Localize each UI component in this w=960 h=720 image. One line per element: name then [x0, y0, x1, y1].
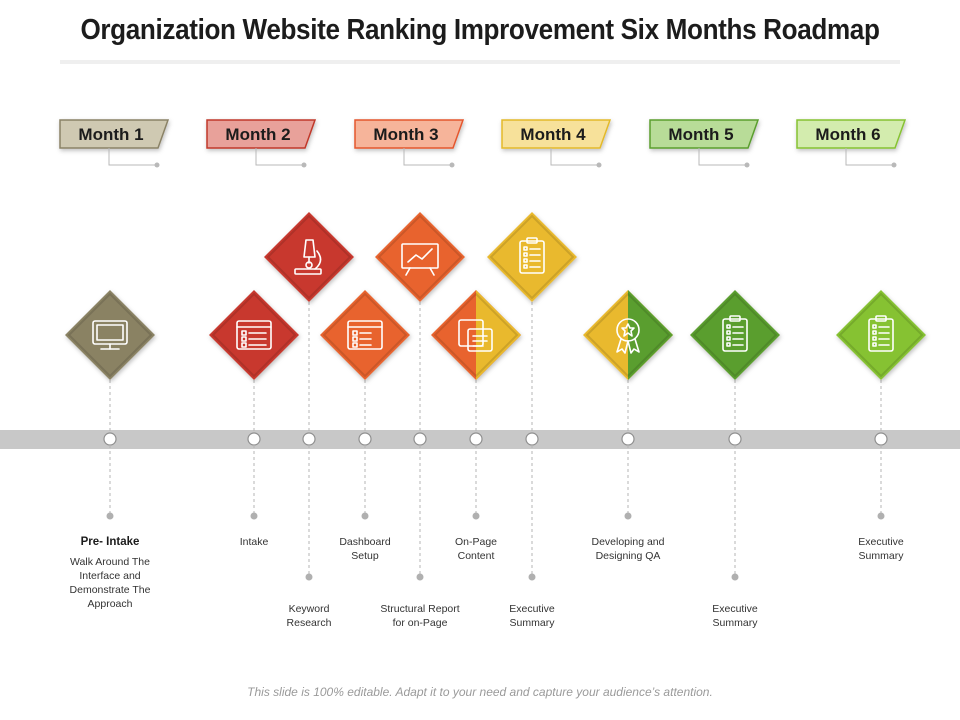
timeline-marker	[469, 432, 483, 446]
month-label: Month 5	[668, 125, 733, 144]
milestone-label: Interface and	[79, 570, 140, 582]
timeline-marker	[874, 432, 888, 446]
documents-icon	[458, 319, 493, 352]
month-tag-3: Month 3	[354, 119, 465, 168]
milestone-label: Executive	[712, 603, 758, 615]
timeline-marker	[728, 432, 742, 446]
milestone-label: Research	[287, 617, 332, 629]
milestone-1: Pre- Intake Walk Around The Interface and D…	[65, 290, 155, 610]
milestone-diamond	[320, 290, 410, 380]
milestone-label: Walk Around The	[70, 556, 150, 568]
month-label: Month 3	[373, 125, 438, 144]
month-tag-6: Month 6	[796, 119, 907, 168]
timeline-marker	[413, 432, 427, 446]
milestone-label: for on-Page	[393, 617, 448, 629]
milestone-label: Developing and	[592, 536, 665, 548]
milestone-label: Intake	[240, 536, 269, 548]
milestone-title: Pre- Intake	[81, 536, 140, 548]
milestone-diamond	[65, 290, 155, 380]
milestone-9: Executive Summary	[690, 290, 780, 629]
clipboard-icon	[868, 315, 894, 352]
title-divider	[60, 60, 900, 64]
clipboard-icon	[722, 315, 748, 352]
page-title: Organization Website Ranking Improvement…	[80, 14, 880, 46]
milestone-label: Structural Report	[380, 603, 459, 615]
milestone-diamond	[487, 212, 577, 302]
milestone-6: On-Page Content	[431, 290, 521, 562]
milestone-label: Executive	[509, 603, 555, 615]
milestone-label: Summary	[713, 617, 759, 629]
milestone-2: Intake	[209, 290, 299, 548]
presentation-chart-icon	[401, 243, 439, 276]
month-label: Month 4	[520, 125, 586, 144]
month-label: Month 1	[78, 125, 143, 144]
milestone-label: Setup	[351, 550, 379, 562]
milestone-7: Executive Summary	[487, 212, 577, 629]
milestone-label: Executive	[858, 536, 904, 548]
month-label: Month 2	[225, 125, 290, 144]
milestone-label: On-Page	[455, 536, 497, 548]
timeline-marker	[621, 432, 635, 446]
milestone-5: Structural Report for on-Page	[375, 212, 465, 629]
timeline-marker	[358, 432, 372, 446]
monitor-icon	[92, 320, 128, 350]
checklist-window-icon	[236, 320, 272, 350]
month-label: Month 6	[815, 125, 880, 144]
timeline-marker	[525, 432, 539, 446]
award-ribbon-icon	[616, 318, 640, 354]
milestone-label: Designing QA	[596, 550, 661, 562]
milestone-label: Content	[458, 550, 495, 562]
month-tag-2: Month 2	[206, 119, 317, 168]
milestone-label: Approach	[88, 598, 133, 610]
milestone-label: Summary	[510, 617, 556, 629]
month-tag-5: Month 5	[649, 119, 760, 168]
milestone-8: Developing and Designing QA	[583, 290, 673, 562]
milestone-3: Keyword Research	[264, 212, 354, 629]
milestone-diamond	[690, 290, 780, 380]
browser-window-icon	[347, 320, 383, 350]
month-tag-1: Month 1	[59, 119, 170, 168]
timeline-marker	[302, 432, 316, 446]
milestone-label: Demonstrate The	[70, 584, 151, 596]
milestone-label: Keyword	[289, 603, 330, 615]
milestone-10: Executive Summary	[836, 290, 926, 562]
milestone-label: Dashboard	[339, 536, 391, 548]
month-tag-4: Month 4	[501, 119, 612, 168]
microscope-icon	[294, 239, 322, 275]
timeline-marker	[103, 432, 117, 446]
footer-note: This slide is 100% editable. Adapt it to…	[247, 685, 713, 699]
milestone-4: Dashboard Setup	[320, 290, 410, 562]
milestone-diamond	[836, 290, 926, 380]
clipboard-icon	[519, 237, 545, 274]
milestone-diamond	[209, 290, 299, 380]
timeline-marker	[247, 432, 261, 446]
milestone-label: Summary	[859, 550, 905, 562]
